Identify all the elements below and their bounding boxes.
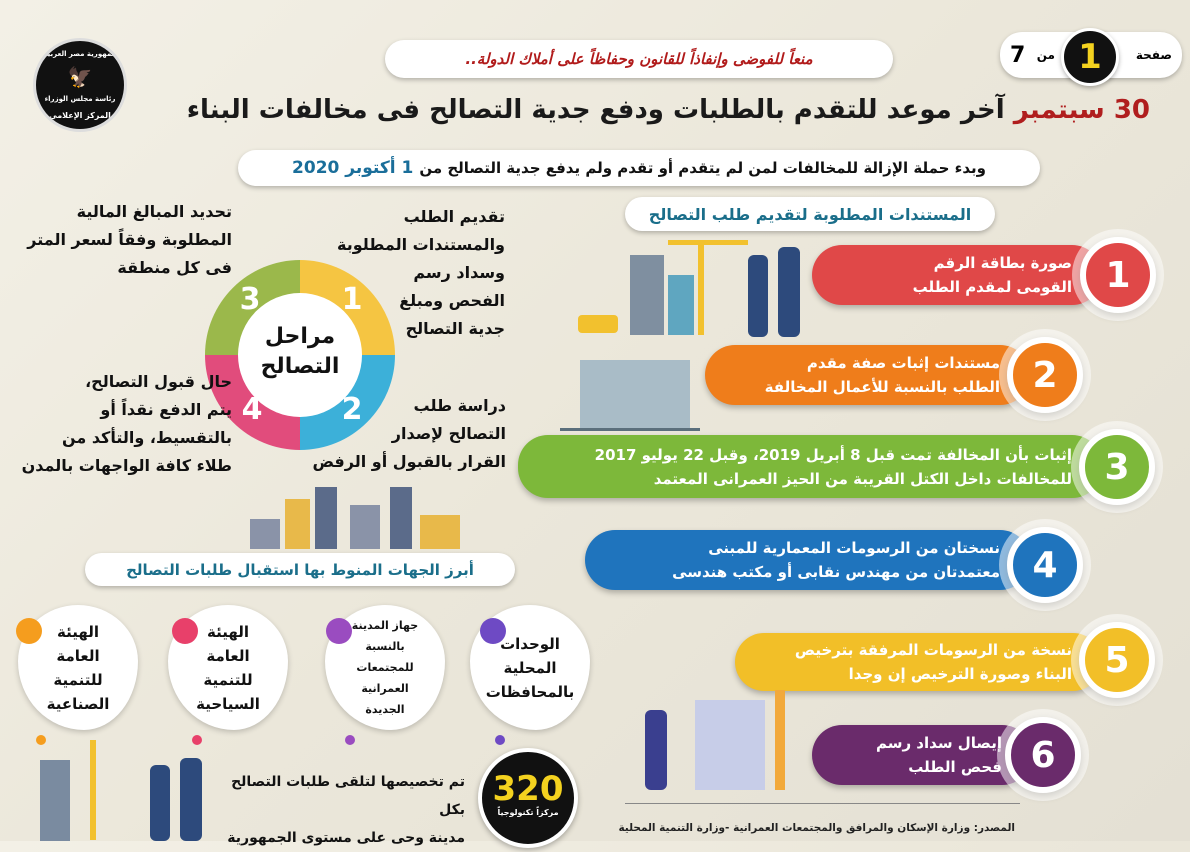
entity-dot — [480, 618, 506, 644]
entity-small-dot — [495, 735, 505, 745]
page-of-label: من — [1036, 48, 1055, 62]
stage-text-1: تقديم الطلب والمستندات المطلوبة وسداد رسم ا… — [337, 207, 505, 338]
document-number-3: 3 — [1079, 429, 1155, 505]
workers-illustration — [0, 740, 210, 841]
stage-text-4: حال قبول التصالح، يتم الدفع نقداً أو بالتق… — [21, 372, 232, 475]
document-number-1: 1 — [1080, 237, 1156, 313]
stage-number-3: 3 — [239, 282, 261, 317]
document-item-1: صورة بطاقة الرقم القومى لمقدم الطلب — [812, 245, 1102, 305]
page-current: 1 — [1061, 28, 1119, 86]
worker-icon — [180, 758, 202, 841]
tech-centers-description: تم تخصيصها لتلقى طلبات التصالح بكل مدينة … — [227, 774, 465, 846]
buildings-illustration — [560, 340, 700, 432]
document-item-2: مستندات إثبات صفة مقدم الطلب بالنسبة للأع… — [705, 345, 1030, 405]
logo-text-mid: رئاسة مجلس الوزراء — [44, 95, 116, 104]
entity-tourism-authority: الهيئة العامة للتنمية السياحية — [168, 605, 288, 730]
document-item-4: نسختان من الرسومات المعمارية للمبنى معتمد… — [585, 530, 1030, 590]
tech-centers-badge: 320 مركزاً تكنولوجياً — [478, 748, 578, 848]
worker-icon — [748, 255, 768, 337]
entity-dot — [16, 618, 42, 644]
media-center-logo: جمهورية مصر العربية 🦅 رئاسة مجلس الوزراء… — [33, 38, 127, 132]
entity-dot — [326, 618, 352, 644]
entities-header: أبرز الجهات المنوط بها استقبال طلبات الت… — [85, 553, 515, 586]
stage-text-2: دراسة طلب التصالح لإصدار القرار بالقبول أو… — [312, 396, 506, 471]
tech-centers-unit: مركزاً تكنولوجياً — [497, 807, 559, 817]
document-item-3: إثبات بأن المخالفة تمت قبل 8 أبريل 2019،… — [518, 435, 1102, 498]
engineer-crane-illustration — [635, 680, 805, 795]
worker-icon — [150, 765, 170, 841]
eagle-icon: 🦅 — [67, 64, 93, 89]
subtitle: وبدء حملة الإزالة للمخالفات لمن لم يتقدم… — [238, 150, 1040, 186]
document-number-5: 5 — [1079, 622, 1155, 698]
stage-number-2: 2 — [341, 392, 363, 427]
page-total: 7 — [1010, 42, 1026, 68]
construction-illustration — [578, 235, 808, 340]
stage-number-1: 1 — [341, 282, 363, 317]
entity-small-dot — [36, 735, 46, 745]
worker-icon — [778, 247, 800, 337]
entity-dot — [172, 618, 198, 644]
title-text: آخر موعد للتقدم بالطلبات ودفع جدية التصا… — [186, 95, 1005, 125]
document-number-2: 2 — [1007, 337, 1083, 413]
page-title: 30 سبتمبر آخر موعد للتقدم بالطلبات ودفع … — [140, 92, 1150, 128]
document-number-6: 6 — [1005, 717, 1081, 793]
entity-small-dot — [192, 735, 202, 745]
document-number-4: 4 — [1007, 527, 1083, 603]
logo-text-top: جمهورية مصر العربية — [43, 50, 117, 58]
logo-text-bottom: المركز الإعلامي — [49, 110, 111, 120]
stage-text-3: تحديد المبالغ المالية المطلوبة وفقاً لسعر… — [27, 202, 232, 277]
stages-title: مراحل التصالح — [260, 324, 340, 379]
document-item-6: إيصال سداد رسم فحص الطلب — [812, 725, 1032, 785]
entity-small-dot — [345, 735, 355, 745]
subtitle-date: 1 أكتوبر 2020 — [292, 158, 414, 178]
stages-ring — [205, 260, 395, 450]
slogan: منعاً للفوضى وإنفاذاً للقانون وحفاظاً عل… — [385, 40, 893, 78]
source-note: المصدر: وزارة الإسكان والمرافق والمجتمعا… — [618, 822, 1015, 834]
title-deadline: 30 سبتمبر — [1013, 95, 1150, 125]
city-skyline-illustration — [240, 487, 470, 549]
subtitle-text: وبدء حملة الإزالة للمخالفات لمن لم يتقدم… — [419, 159, 986, 177]
documents-header: المستندات المطلوبة لتقديم طلب التصالح — [625, 197, 995, 231]
source-divider — [625, 803, 1020, 804]
stage-number-4: 4 — [241, 392, 263, 427]
document-item-5: نسخة من الرسومات المرفقة بترخيص البناء وص… — [735, 633, 1102, 691]
page-label: صفحة — [1135, 48, 1172, 62]
tech-centers-count: 320 — [492, 768, 564, 809]
